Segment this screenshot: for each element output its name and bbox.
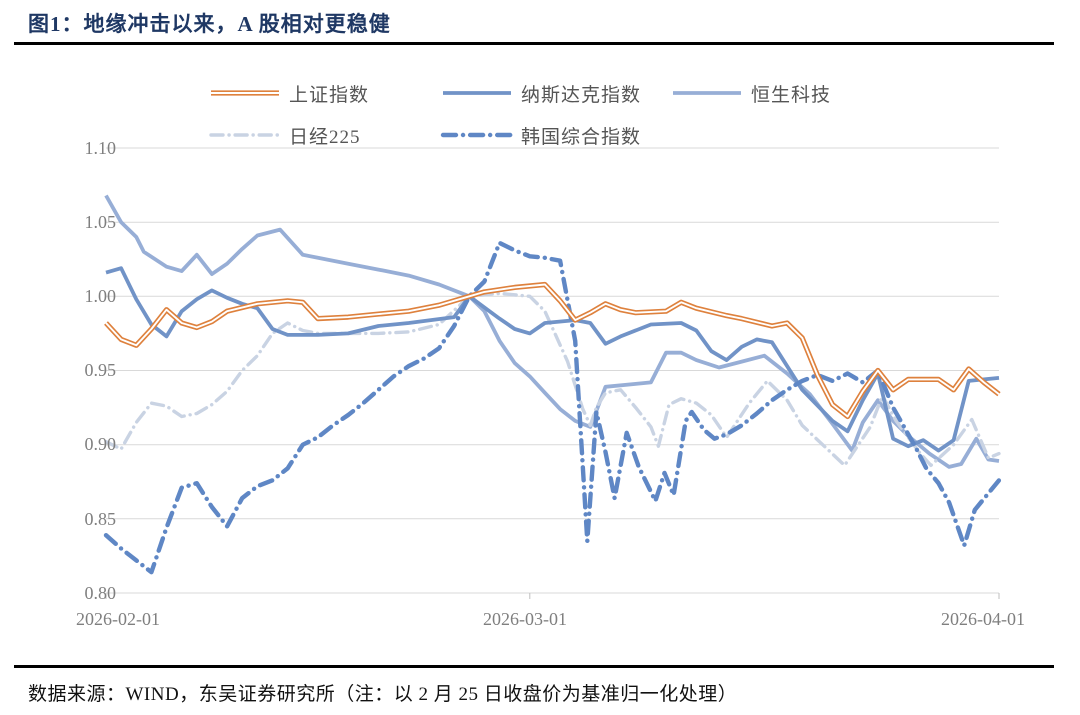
y-axis-label-0p95: 0.95 xyxy=(84,360,117,380)
legend-label-sse: 上证指数 xyxy=(289,84,370,106)
legend-swatch-nikkei xyxy=(209,133,281,137)
figure-title: 图1：地缘冲击以来，A 股相对更稳健 xyxy=(28,12,391,36)
series-line-nasdaq xyxy=(105,266,1000,453)
y-axis-label-1p05: 1.05 xyxy=(84,212,117,232)
legend-item-hstech: 恒生科技 xyxy=(670,82,832,106)
footer-divider xyxy=(14,665,1054,668)
legend-swatch-nasdaq xyxy=(443,91,511,95)
y-axis-label-0p90: 0.90 xyxy=(84,434,117,454)
x-tick-marks xyxy=(105,593,1000,599)
source-note: 数据来源：WIND，东吴证券研究所（注：以 2 月 25 日收盘价为基准归一化处… xyxy=(28,684,738,705)
y-axis-label-1p00: 1.00 xyxy=(84,286,117,306)
legend-swatch-korea xyxy=(440,132,514,138)
legend-item-sse: 上证指数 xyxy=(208,82,370,106)
y-axis-label-1p10: 1.10 xyxy=(84,138,117,158)
legend-label-hstech: 恒生科技 xyxy=(751,84,832,106)
series-line-hstech xyxy=(104,194,1000,469)
legend-label-nasdaq: 纳斯达克指数 xyxy=(521,84,642,106)
legend-swatch-hstech xyxy=(673,91,741,95)
gridlines xyxy=(106,147,999,594)
x-axis-label-apr: 2026-04-01 xyxy=(941,609,1025,629)
y-axis-label-0p85: 0.85 xyxy=(84,509,117,529)
legend-swatch-sse xyxy=(211,90,279,96)
title-divider xyxy=(14,42,1054,45)
x-axis-label-mar: 2026-03-01 xyxy=(483,609,567,629)
series-line-nikkei xyxy=(104,291,1001,468)
legend-item-korea: 韩国综合指数 xyxy=(440,124,642,148)
series-line-sse xyxy=(104,281,1001,420)
series-line-korea xyxy=(103,240,1002,575)
legend-label-nikkei: 日经225 xyxy=(289,126,361,148)
legend-item-nikkei: 日经225 xyxy=(208,124,361,148)
legend-item-nasdaq: 纳斯达克指数 xyxy=(440,82,642,106)
x-axis-label-feb: 2026-02-01 xyxy=(76,609,160,629)
y-axis-label-0p80: 0.80 xyxy=(84,583,117,603)
legend-label-korea: 韩国综合指数 xyxy=(521,126,642,148)
